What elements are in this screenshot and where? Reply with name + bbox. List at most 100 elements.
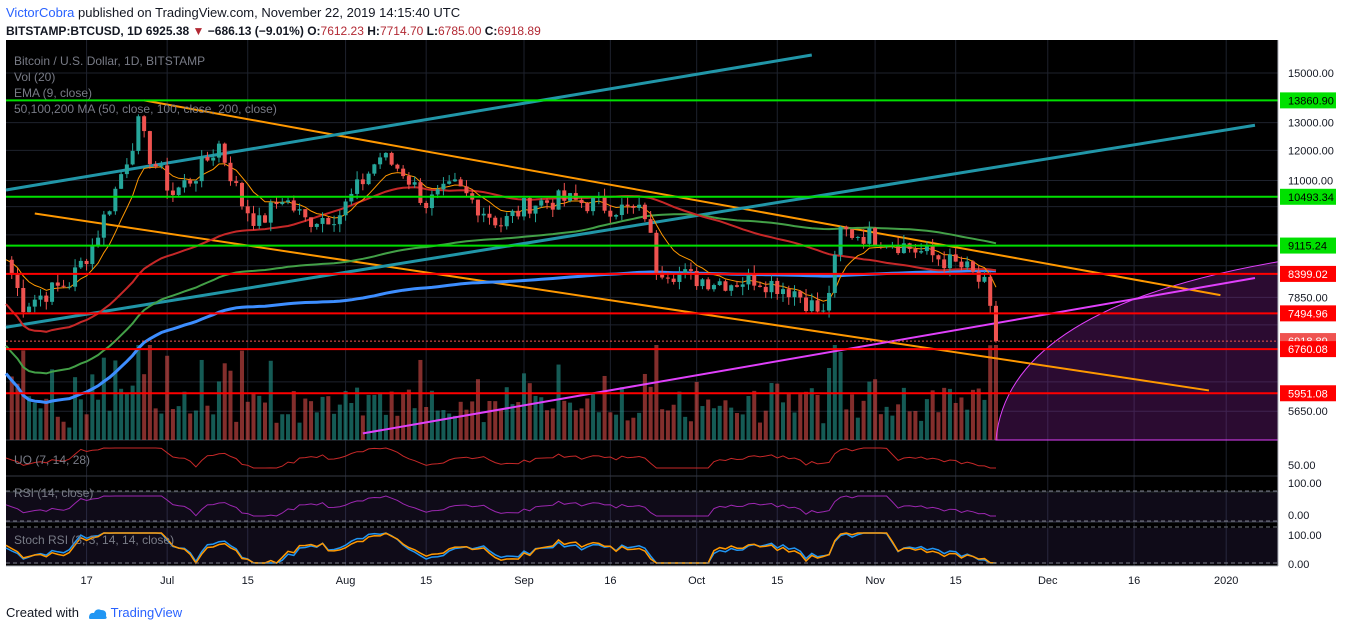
volume-bar: [441, 410, 446, 440]
projection-zone: [995, 261, 1279, 441]
x-tick-label: Sep: [514, 575, 534, 587]
volume-bar: [452, 415, 457, 440]
volume-bar: [631, 417, 636, 440]
volume-bar: [729, 407, 734, 440]
volume-bar: [619, 387, 624, 440]
volume-bar: [815, 394, 820, 440]
volume-bar: [683, 416, 688, 440]
volume-bar: [130, 385, 135, 440]
volume-bar: [435, 410, 440, 440]
tradingview-link[interactable]: TradingView: [110, 605, 183, 620]
volume-bar: [924, 399, 929, 440]
x-tick-label: 16: [604, 575, 616, 587]
volume-bar: [113, 360, 118, 440]
candle-body: [694, 270, 699, 287]
candle-body: [947, 254, 952, 269]
volume-bar: [919, 420, 924, 440]
candle-body: [608, 210, 613, 217]
volume-bar: [965, 409, 970, 440]
candle-body: [147, 131, 152, 165]
candle-body: [498, 225, 504, 227]
candle-body: [867, 228, 872, 244]
x-tick-label: 15: [950, 575, 962, 587]
candle-body: [383, 152, 388, 158]
volume-bar: [268, 360, 273, 440]
candle-body: [142, 116, 147, 132]
volume-bar: [458, 401, 463, 440]
chart-area[interactable]: Bitcoin / U.S. Dollar, 1D, BITSTAMP Vol …: [0, 40, 1348, 600]
volume-bar: [38, 408, 43, 440]
volume-bar: [309, 401, 314, 440]
candle-body: [458, 179, 463, 187]
volume-bar: [470, 401, 475, 440]
volume-bar: [706, 399, 711, 440]
candle-body: [804, 297, 809, 312]
price-axis[interactable]: 13860.9010493.349115.248399.027494.96691…: [1280, 68, 1336, 418]
volume-bar: [763, 410, 768, 440]
candle-body: [360, 179, 365, 185]
candle-body: [953, 254, 958, 262]
candle-body: [487, 213, 492, 218]
candle-body: [746, 273, 751, 285]
volume-bar: [873, 379, 878, 440]
candle-body: [27, 306, 32, 313]
candle-body: [855, 236, 860, 238]
candle-body: [625, 204, 630, 206]
candle-body: [510, 210, 515, 217]
candle-body: [130, 150, 135, 165]
candle-body: [78, 260, 83, 268]
candle-body: [919, 251, 924, 253]
volume-bar: [372, 394, 377, 440]
candle-body: [959, 261, 964, 268]
volume-bar: [602, 375, 607, 440]
volume-bar: [510, 404, 515, 440]
uo-line: [5, 447, 996, 469]
volume-bar: [867, 381, 872, 440]
volume-bar: [884, 406, 889, 440]
candle-body: [729, 285, 734, 291]
candle-body: [585, 203, 590, 212]
volume-bar: [665, 410, 670, 440]
candle-body: [32, 299, 37, 307]
candle-body: [9, 259, 14, 275]
y-tick-label: 5650.00: [1288, 406, 1328, 418]
volume-bar: [165, 355, 170, 440]
candle-body: [101, 214, 106, 238]
volume-bar: [216, 381, 221, 440]
volume-bar: [389, 391, 394, 440]
price-label-10493.34: 10493.34: [1288, 192, 1334, 204]
candle-body: [711, 285, 716, 290]
volume-bar: [740, 414, 745, 440]
stoch-tick-0: 0.00: [1288, 559, 1309, 571]
volume-bar: [9, 376, 14, 440]
y-tick-label: 11000.00: [1288, 175, 1333, 187]
candle-body: [84, 260, 89, 265]
candle-body: [913, 248, 918, 253]
candle-body: [591, 198, 596, 212]
candle-body: [844, 226, 849, 230]
candle-body: [827, 292, 832, 311]
high-value: 7714.70: [379, 24, 424, 38]
volume-bar: [107, 410, 112, 440]
volume-bar: [827, 367, 832, 440]
candle-body: [320, 218, 325, 224]
volume-bar: [274, 422, 279, 440]
price-change: −686.13 (−9.01%): [207, 24, 304, 38]
candle-body: [545, 200, 550, 203]
x-tick-label: 15: [771, 575, 783, 587]
candle-body: [809, 300, 814, 312]
created-with-text: Created with: [6, 605, 79, 620]
candle-body: [654, 232, 659, 273]
volume-bar: [159, 413, 164, 440]
author-link[interactable]: VictorCobra: [6, 5, 75, 20]
candle-body: [447, 181, 452, 184]
volume-bar: [579, 408, 584, 440]
volume-bar: [614, 414, 619, 440]
volume-bar: [447, 413, 452, 440]
candle-body: [660, 272, 665, 278]
time-axis[interactable]: 17 Jul 15 Aug 15 Sep 16 Oct 15 Nov 15 Dec 16 2020: [80, 575, 1238, 587]
x-tick-label: 15: [420, 575, 432, 587]
candle-body: [366, 173, 371, 185]
candle-body: [337, 215, 342, 225]
volume-bar: [297, 422, 302, 440]
